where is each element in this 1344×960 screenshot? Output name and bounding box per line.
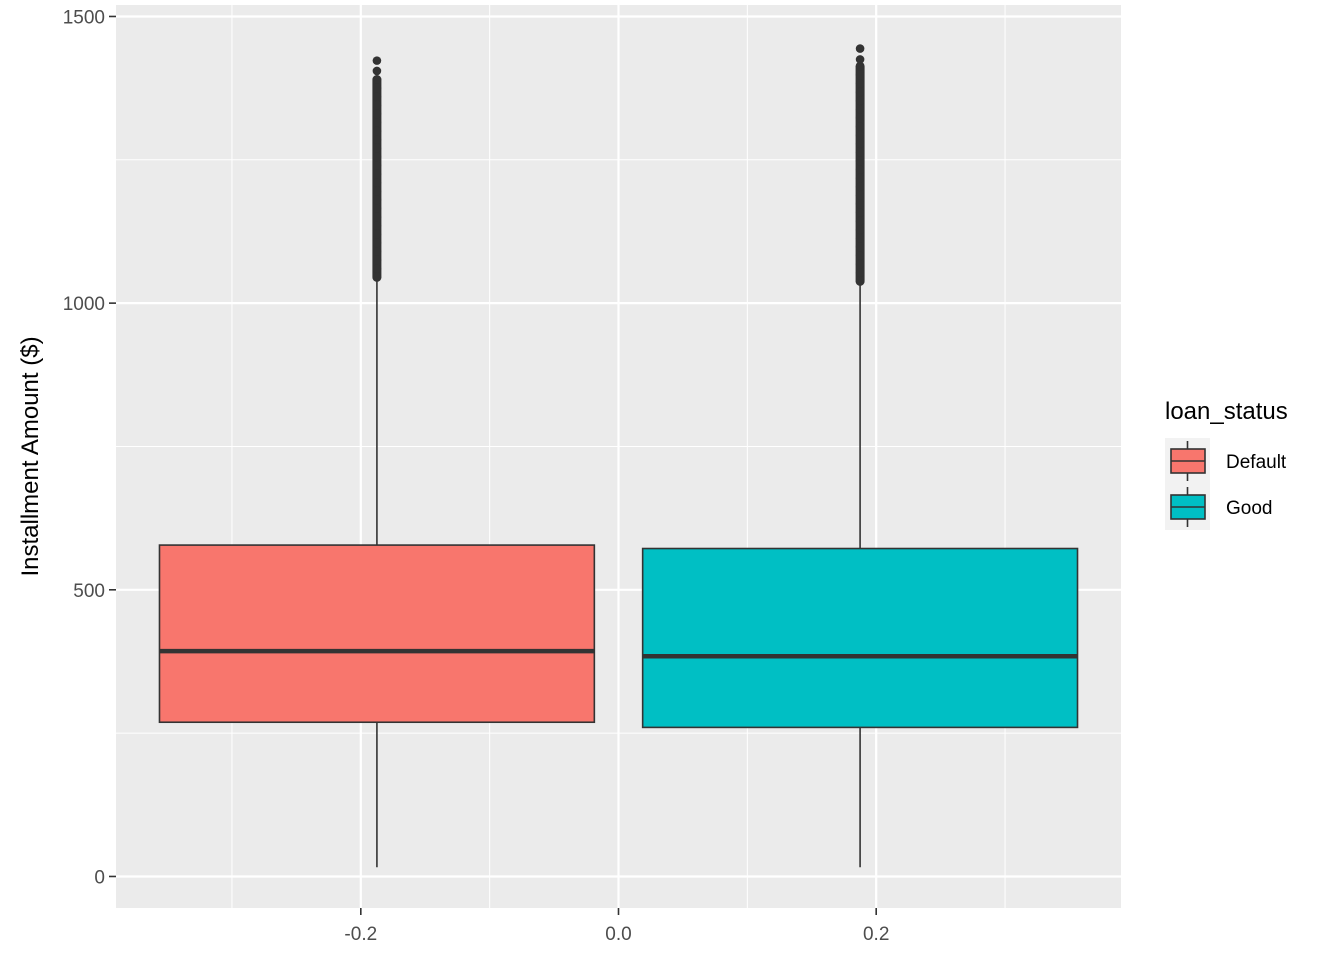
outlier-point (372, 135, 382, 145)
outlier-point (855, 139, 865, 149)
outlier-point (855, 70, 865, 80)
outlier-point (855, 105, 865, 114)
outlier-point (372, 126, 382, 136)
outlier-point (372, 187, 382, 196)
outlier-point (855, 79, 865, 88)
box-series (158, 44, 1079, 868)
outlier-point (855, 191, 865, 200)
outlier-point (372, 178, 382, 188)
outlier-point (855, 113, 865, 123)
outlier-point (372, 264, 382, 274)
legend-item-default: Default (1165, 438, 1287, 484)
outlier-point (855, 87, 865, 97)
outlier-point (372, 83, 382, 93)
outlier-point (855, 277, 865, 286)
outlier-point (372, 75, 382, 84)
outlier-point (372, 144, 382, 153)
legend-label: Good (1226, 498, 1272, 519)
outlier-point (372, 109, 382, 119)
outlier-point (372, 92, 382, 102)
outlier-point (855, 208, 865, 217)
outlier-point (855, 148, 865, 157)
outlier-point (372, 230, 382, 239)
legend-title: loan_status (1165, 398, 1288, 425)
outlier-point (372, 273, 382, 282)
outlier-point (372, 169, 382, 179)
outlier-point (372, 161, 382, 170)
outlier-point (372, 195, 382, 205)
box-iqr (641, 547, 1079, 729)
outlier-point (855, 165, 865, 174)
outlier-point (372, 118, 382, 127)
outlier-point (855, 216, 865, 226)
outlier-point (855, 242, 865, 252)
box-good (641, 44, 1079, 868)
outlier-point (855, 122, 865, 131)
outlier-point (372, 221, 382, 231)
outlier-point (855, 173, 865, 183)
x-tick-label: 0.0 (605, 924, 631, 945)
y-tick-label: 1000 (63, 294, 105, 315)
box-iqr (158, 544, 596, 724)
outlier-point (855, 182, 865, 192)
y-tick-label: 0 (94, 867, 105, 888)
outlier-point (855, 44, 865, 53)
outlier-point (372, 101, 382, 110)
outlier-point (372, 212, 382, 222)
outlier-point (855, 96, 865, 106)
outlier-point (855, 225, 865, 235)
outlier-point (855, 62, 865, 71)
box-default (158, 56, 596, 868)
outlier-point (855, 259, 865, 269)
y-axis-title: Installment Amount ($) (17, 336, 44, 576)
outlier-point (372, 255, 382, 265)
outlier-point (855, 130, 865, 140)
outlier-point (855, 234, 865, 243)
y-tick-label: 1500 (63, 7, 105, 28)
outlier-point (372, 56, 382, 65)
outlier-point (855, 156, 865, 166)
outlier-point (372, 66, 382, 76)
y-tick-label: 500 (73, 581, 105, 602)
outlier-point (855, 199, 865, 209)
legend-label: Default (1226, 452, 1287, 473)
x-tick-label: -0.2 (344, 924, 377, 945)
legend-items: Default Good (1165, 438, 1287, 530)
axes: 0 500 1000 1500 -0.2 0.0 0.2 (63, 7, 890, 945)
outlier-point (372, 204, 382, 213)
outlier-point (372, 238, 382, 248)
outlier-point (855, 268, 865, 278)
outlier-point (372, 247, 382, 256)
legend: loan_status Default Good (1165, 398, 1288, 530)
outlier-point (855, 251, 865, 260)
legend-item-good: Good (1165, 484, 1272, 530)
outlier-point (855, 55, 865, 64)
x-tick-label: 0.2 (863, 924, 889, 945)
outlier-point (372, 152, 382, 162)
